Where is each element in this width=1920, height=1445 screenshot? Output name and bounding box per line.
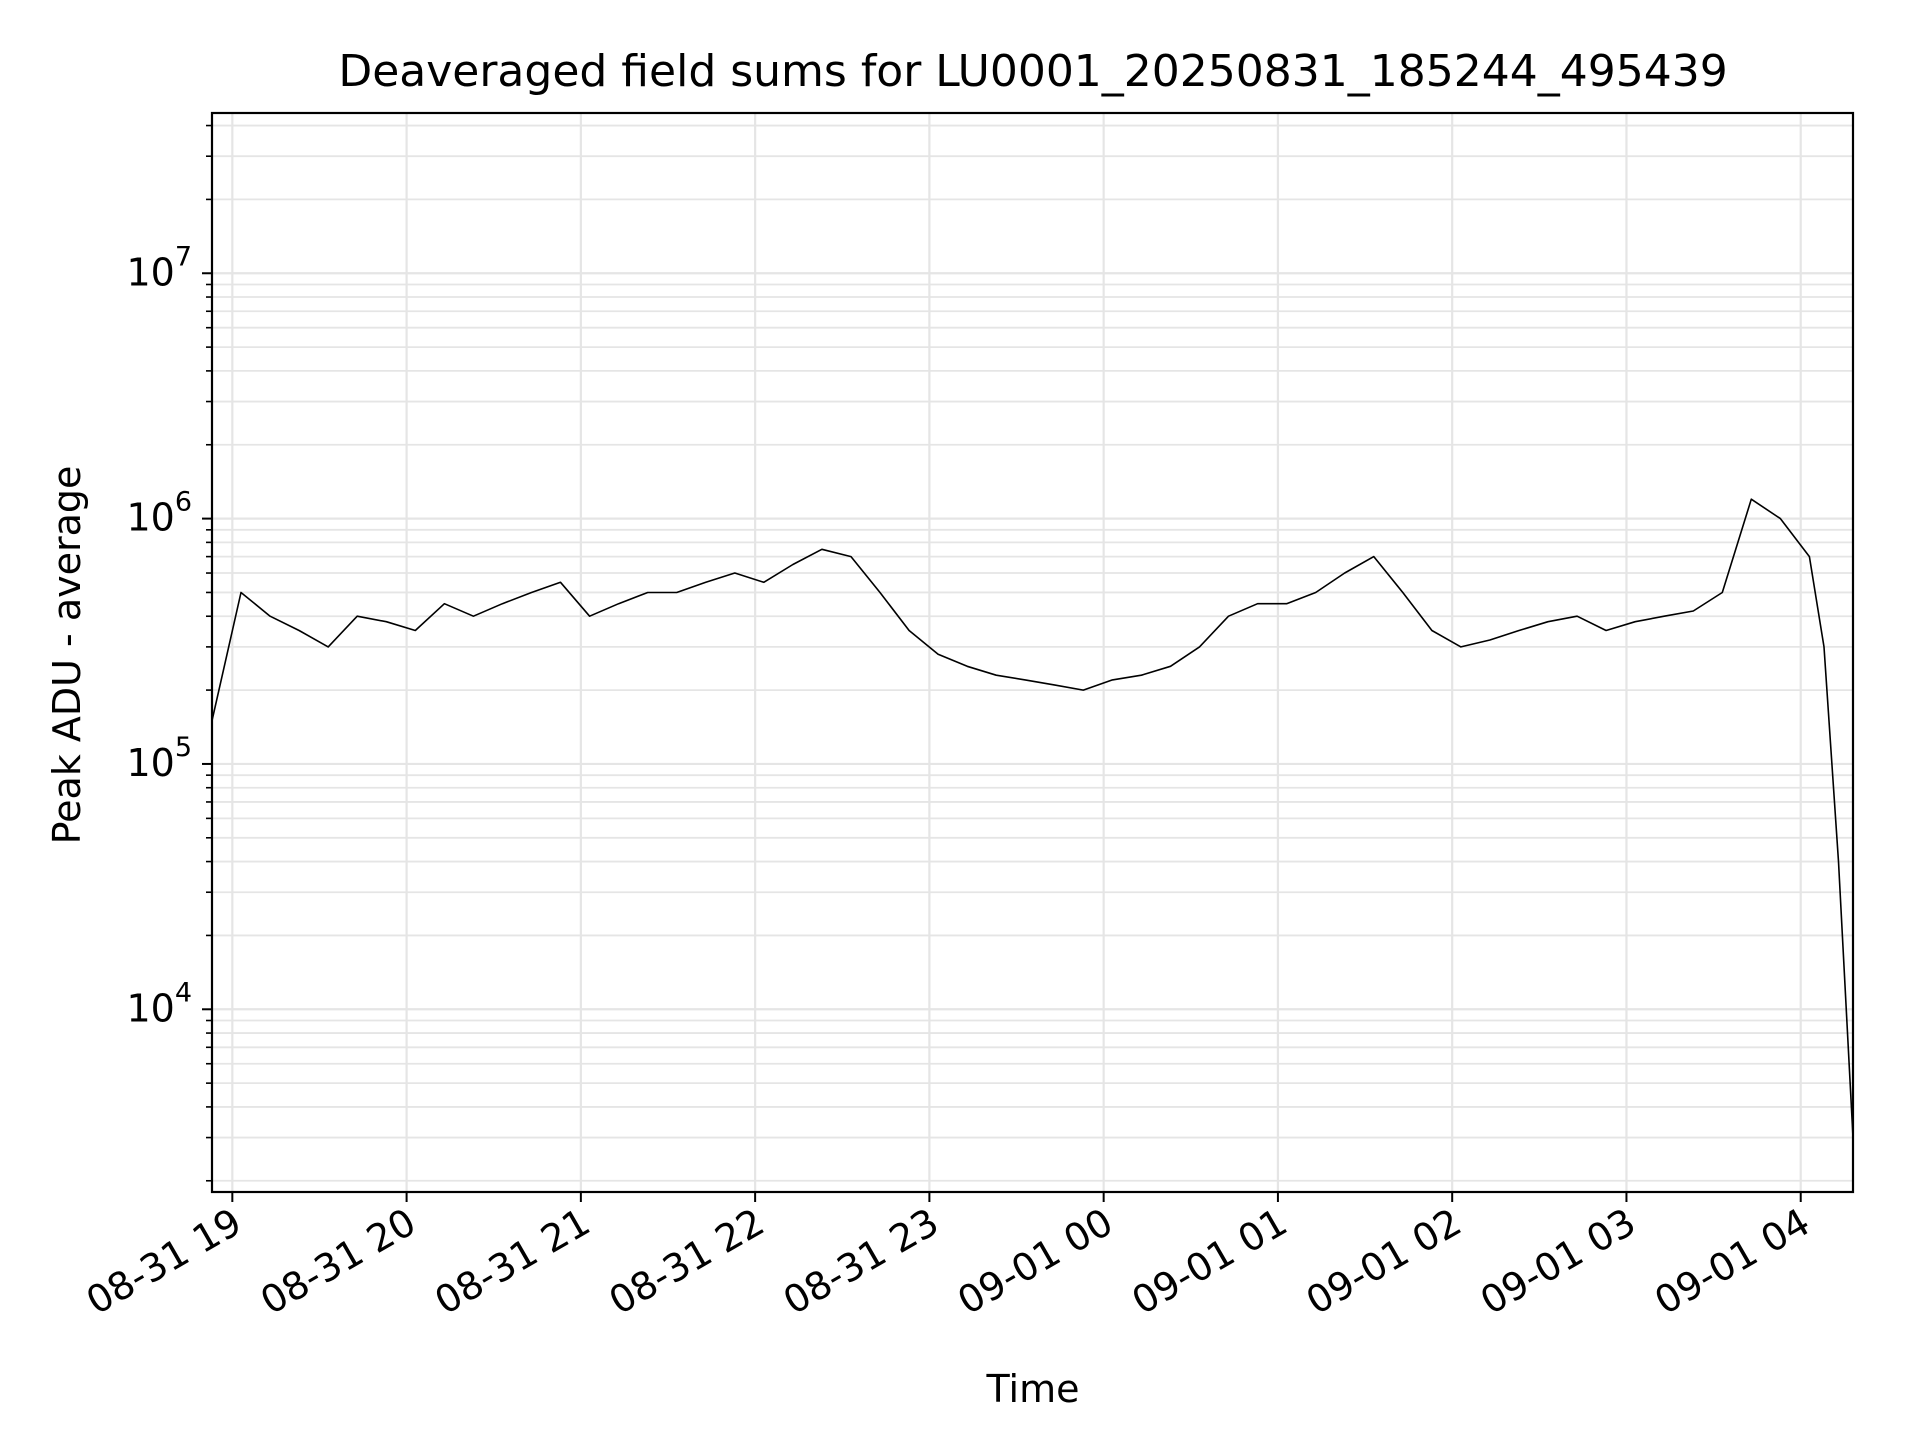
y-axis-label: Peak ADU - average [45,466,89,845]
y-tick-label: 105 [126,732,192,785]
y-tick-label: 104 [126,977,192,1030]
series-layer [211,498,1854,1138]
series-line [211,498,1854,1138]
x-axis-label: Time [986,1367,1080,1411]
grid-layer [212,113,1853,1192]
y-tick-label: 106 [126,487,192,540]
chart-title: Deaveraged field sums for LU0001_2025083… [338,46,1727,97]
plot-frame [210,111,1855,1194]
y-tick-label: 107 [126,241,192,294]
axes-layer [210,111,1855,1194]
